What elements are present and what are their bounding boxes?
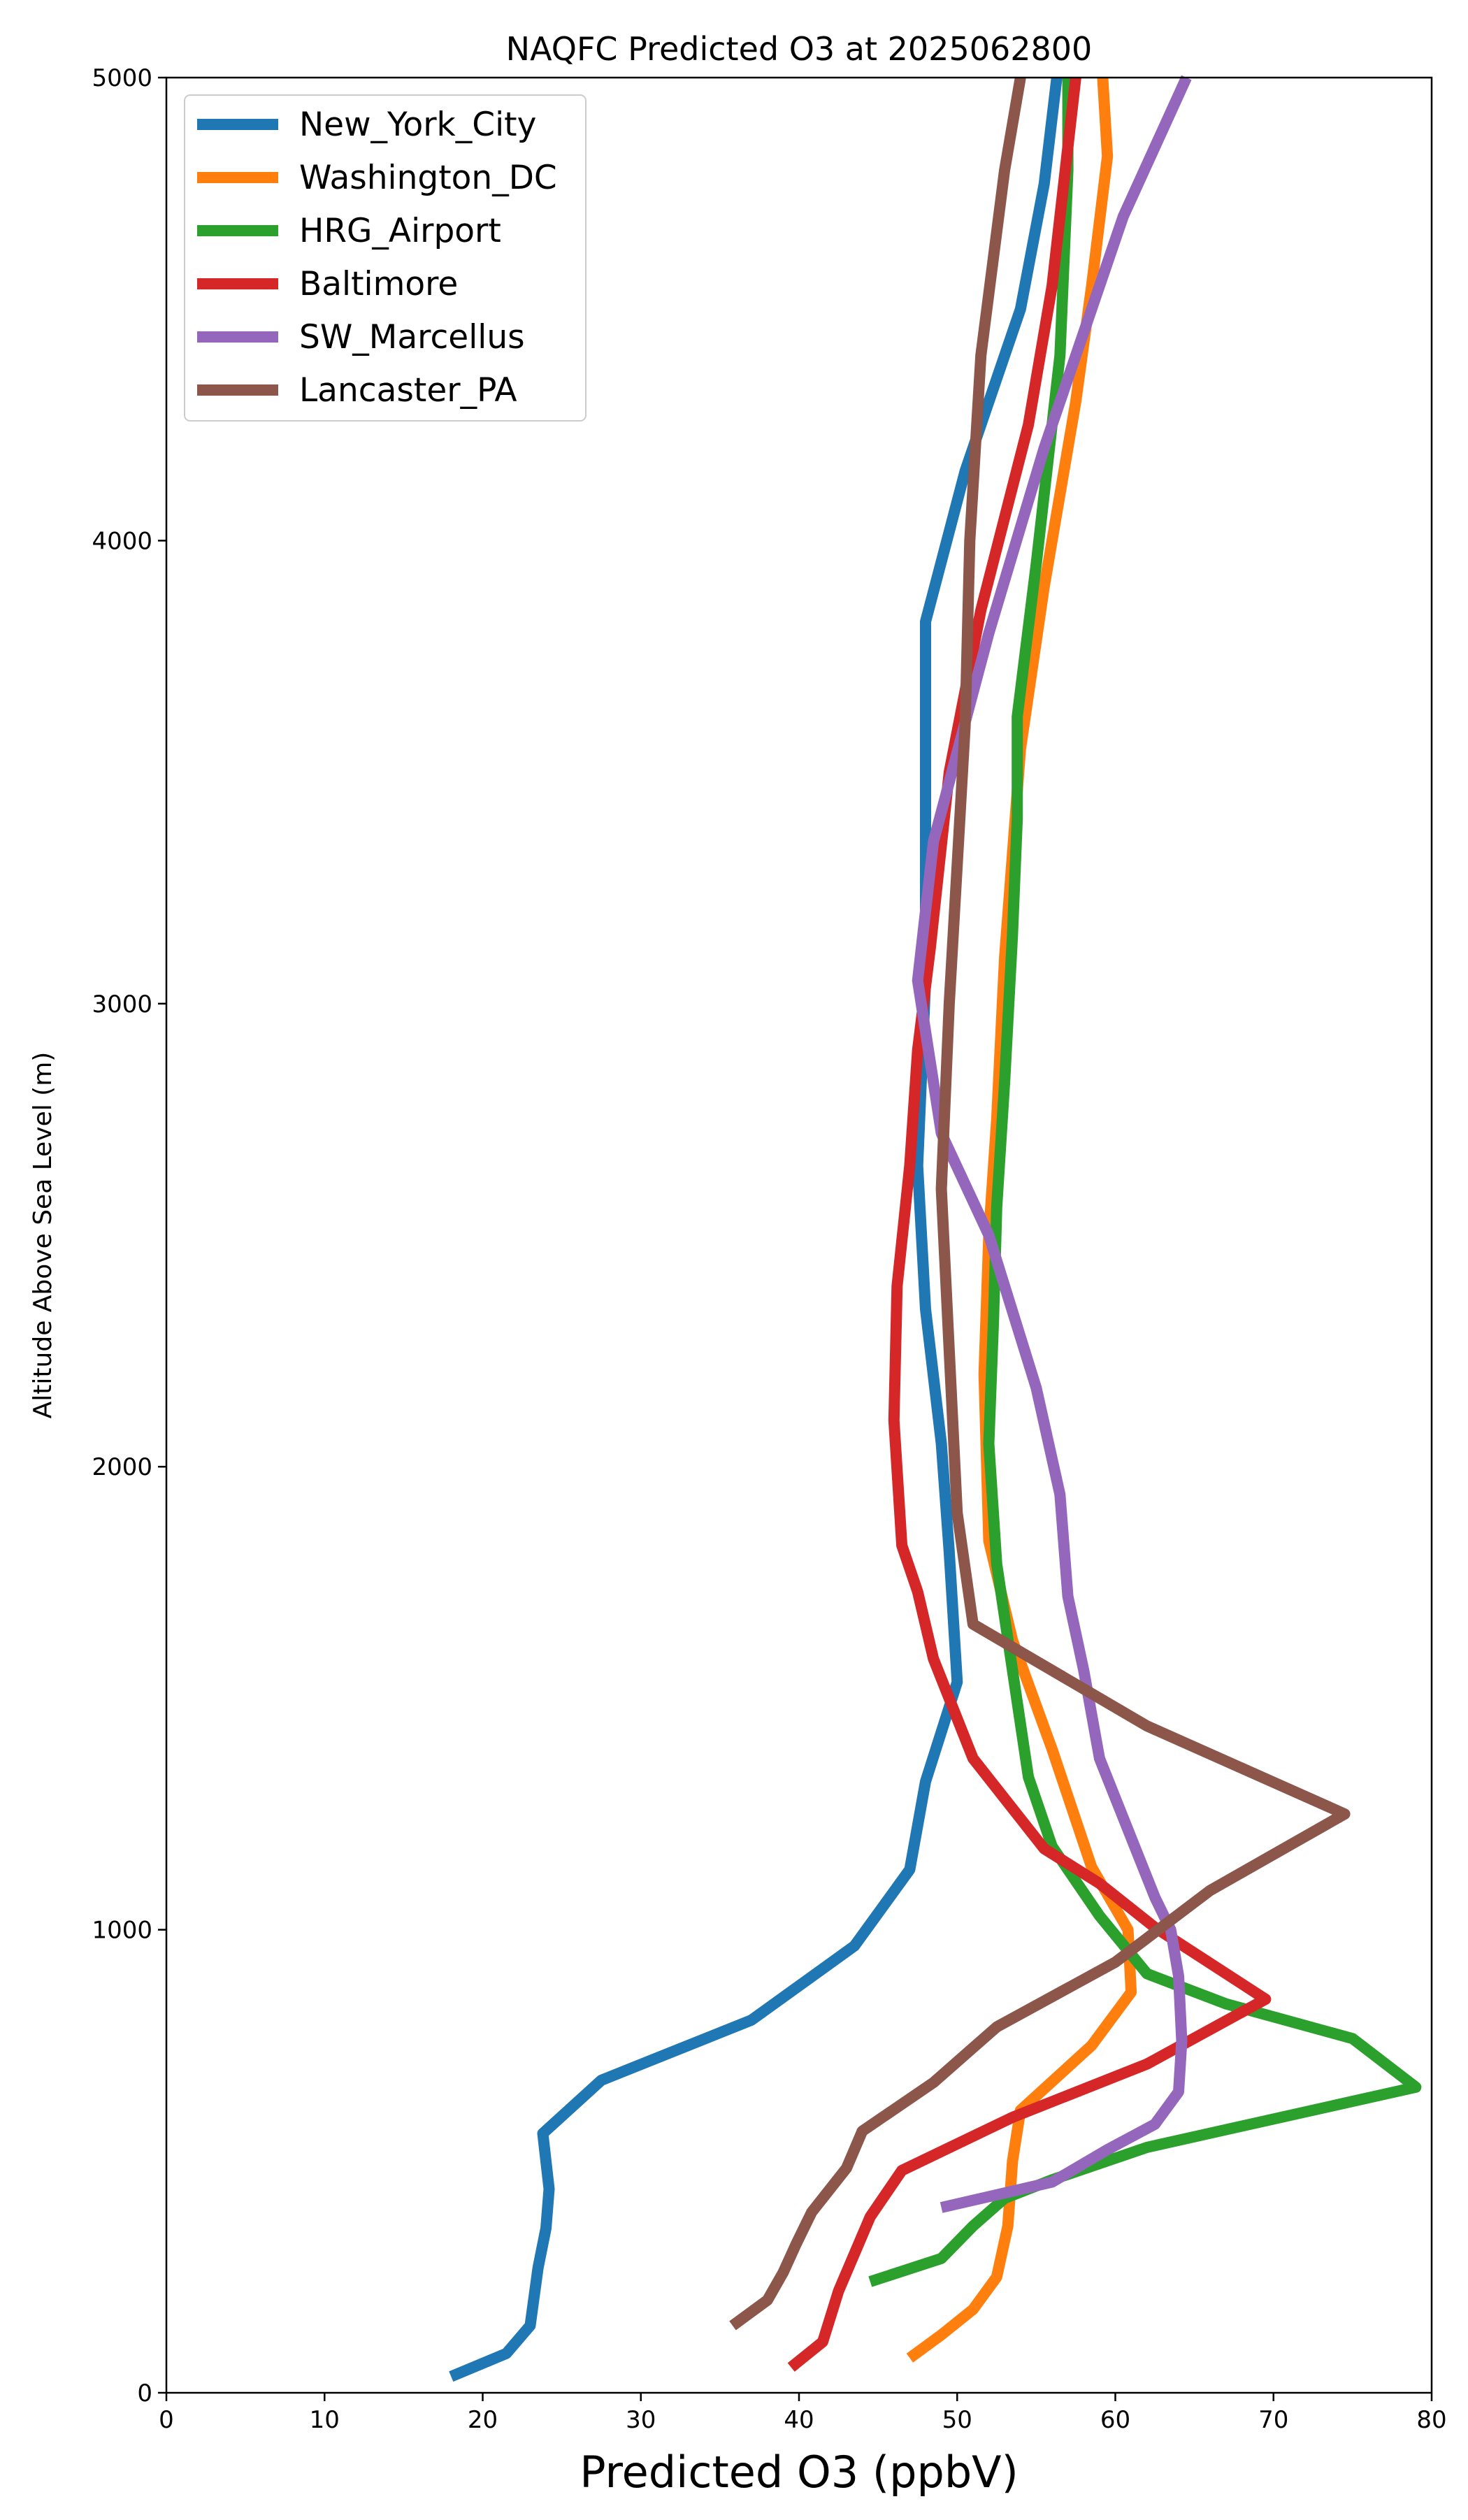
- y-axis-label: Altitude Above Sea Level (m): [29, 1052, 57, 1419]
- x-tick-label-1: 10: [310, 2406, 340, 2434]
- legend-label-1: Washington_DC: [299, 159, 557, 197]
- y-tick-label-5: 5000: [92, 64, 152, 92]
- legend-label-4: SW_Marcellus: [299, 318, 525, 357]
- y-tick-label-0: 0: [137, 2379, 152, 2407]
- x-tick-label-4: 40: [784, 2406, 814, 2434]
- legend-label-2: HRG_Airport: [299, 212, 501, 250]
- x-tick-label-0: 0: [159, 2406, 174, 2434]
- legend-items: New_York_City Washington_DC HRG_Airport Bal…: [197, 106, 557, 410]
- series-line-5: [729, 76, 1351, 2331]
- x-tick-label-2: 20: [468, 2406, 498, 2434]
- series-line-4: [912, 75, 1192, 2213]
- y-tick-label-1: 1000: [92, 1917, 152, 1945]
- legend-label-5: Lancaster_PA: [299, 371, 517, 410]
- series-line-0: [449, 77, 1063, 2382]
- legend-label-0: New_York_City: [299, 106, 536, 144]
- tick-layer: 0 10 20 30 40 50 60 70 80 0 1000 2000 3000 4000 5000: [92, 64, 1446, 2434]
- x-axis-label: Predicted O3 (ppbV): [580, 2447, 1019, 2498]
- series-layer: [449, 75, 1422, 2382]
- x-tick-label-3: 30: [626, 2406, 656, 2434]
- y-tick-label-2: 2000: [92, 1453, 152, 1481]
- series-line-1: [906, 77, 1137, 2363]
- x-tick-label-7: 70: [1258, 2406, 1288, 2434]
- chart-title: NAQFC Predicted O3 at 2025062800: [506, 30, 1093, 68]
- legend-box: [184, 94, 587, 422]
- y-tick-label-3: 3000: [92, 991, 152, 1018]
- legend-label-3: Baltimore: [299, 265, 458, 303]
- x-tick-label-8: 80: [1416, 2406, 1446, 2434]
- x-tick-label-5: 50: [942, 2406, 972, 2434]
- legend: New_York_City Washington_DC HRG_Airport Bal…: [184, 94, 587, 422]
- x-tick-label-6: 60: [1100, 2406, 1130, 2434]
- y-tick-label-4: 4000: [92, 527, 152, 555]
